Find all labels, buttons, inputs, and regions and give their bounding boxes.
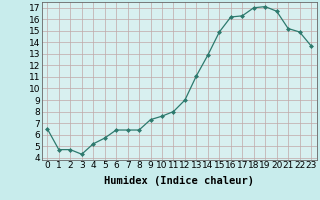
X-axis label: Humidex (Indice chaleur): Humidex (Indice chaleur) [104, 176, 254, 186]
